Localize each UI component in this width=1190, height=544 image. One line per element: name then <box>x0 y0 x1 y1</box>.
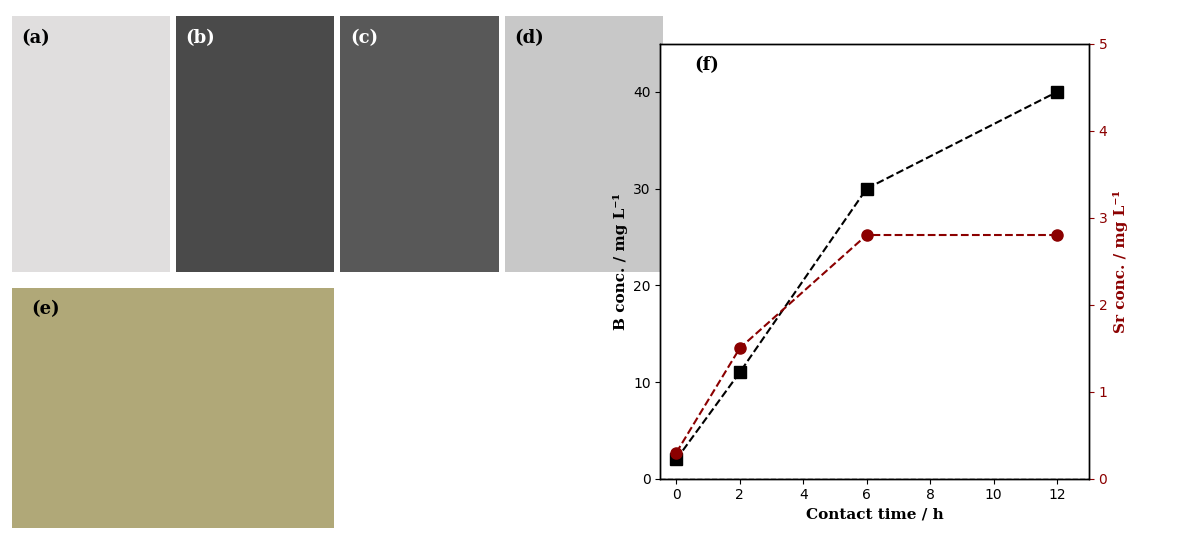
Text: (e): (e) <box>31 300 60 318</box>
Y-axis label: B conc. / mg L⁻¹: B conc. / mg L⁻¹ <box>613 193 627 330</box>
Text: (a): (a) <box>21 29 50 47</box>
Text: (b): (b) <box>186 29 215 47</box>
X-axis label: Contact time / h: Contact time / h <box>806 508 944 522</box>
Y-axis label: Sr conc. / mg L⁻¹: Sr conc. / mg L⁻¹ <box>1113 190 1128 332</box>
Text: (c): (c) <box>350 29 378 47</box>
Text: (d): (d) <box>514 29 544 47</box>
Text: (f): (f) <box>695 57 720 75</box>
